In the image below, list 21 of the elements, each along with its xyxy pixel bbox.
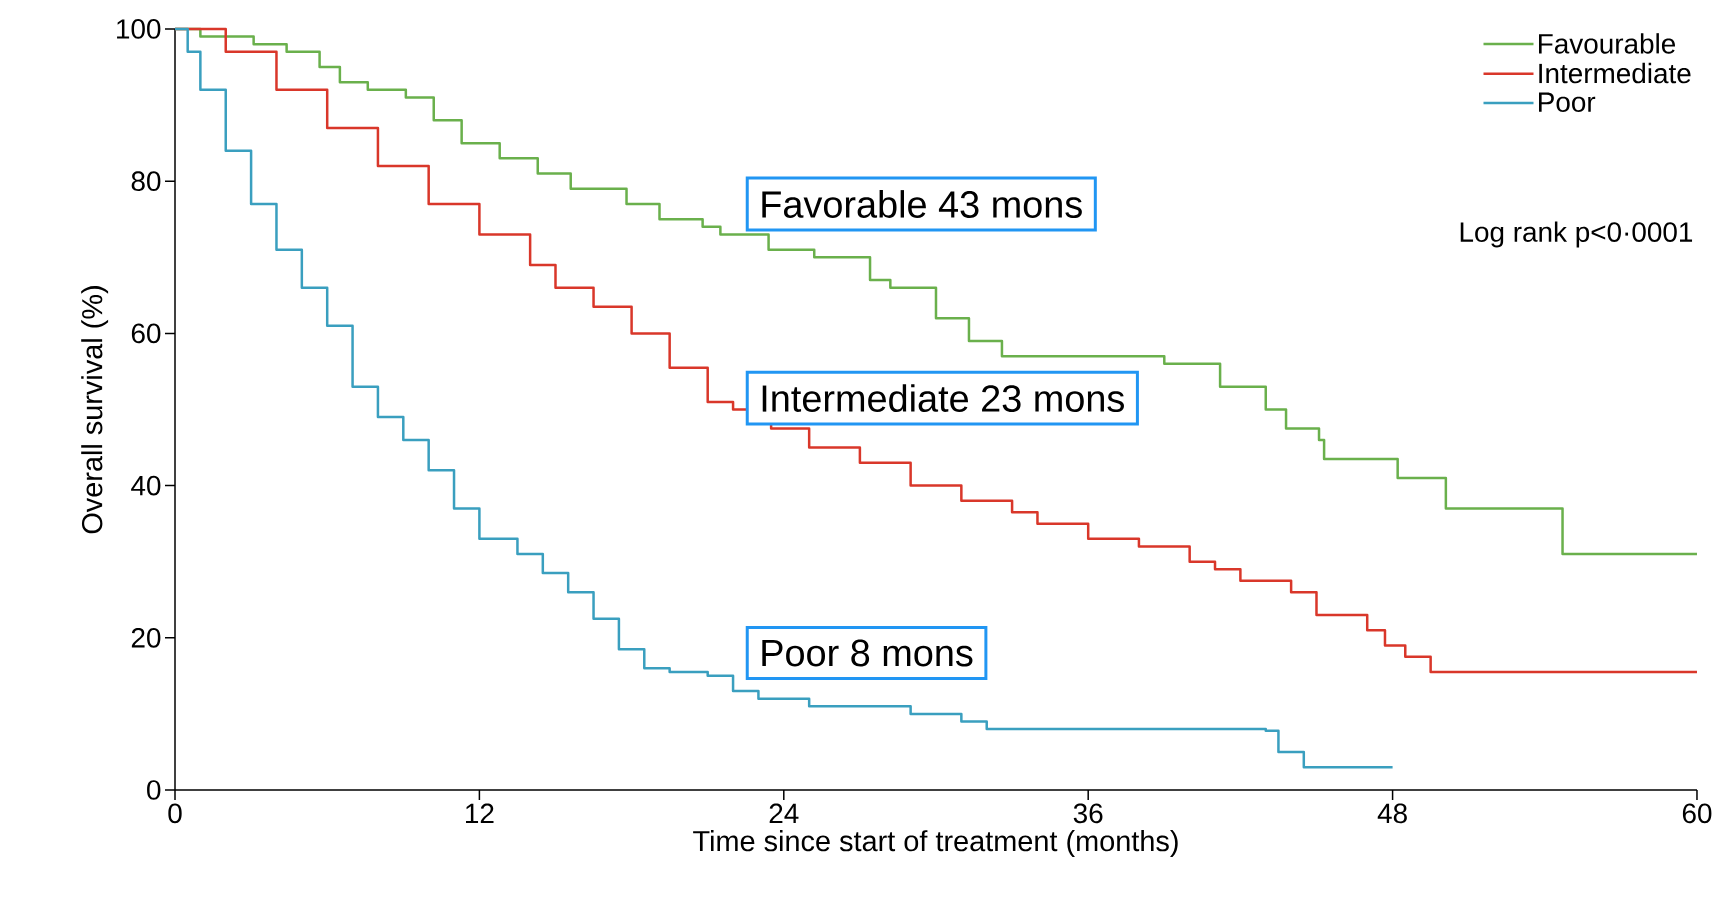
legend-label: Intermediate [1539, 62, 1691, 84]
y-tick-label: 60 [131, 323, 161, 344]
annotation: Favorable 43 mons [762, 190, 1082, 218]
y-tick-label: 20 [131, 627, 161, 648]
y-tick-label: 80 [131, 171, 161, 192]
annotation: Poor 8 mons [762, 639, 973, 667]
x-tick-label: 12 [466, 803, 494, 823]
x-tick-label: 24 [769, 803, 799, 823]
legend-label: Favourable [1539, 33, 1676, 54]
y-tick-label: 0 [147, 780, 161, 800]
x-tick-label: 60 [1682, 803, 1712, 824]
y-tick-label: 40 [131, 475, 161, 496]
x-axis-title: Time since start of treatment (months) [693, 830, 1178, 858]
y-axis-title: Overall survival (%) [81, 286, 109, 534]
x-tick-label: 36 [1073, 803, 1103, 824]
x-tick-label: 48 [1377, 803, 1407, 824]
legend-label: Poor [1539, 92, 1596, 113]
x-tick-label: 0 [168, 803, 182, 824]
y-tick-label: 100 [117, 19, 161, 39]
annotation: Log rank p<0·0001 [1460, 221, 1693, 248]
annotation: Intermediate 23 mons [762, 384, 1124, 412]
